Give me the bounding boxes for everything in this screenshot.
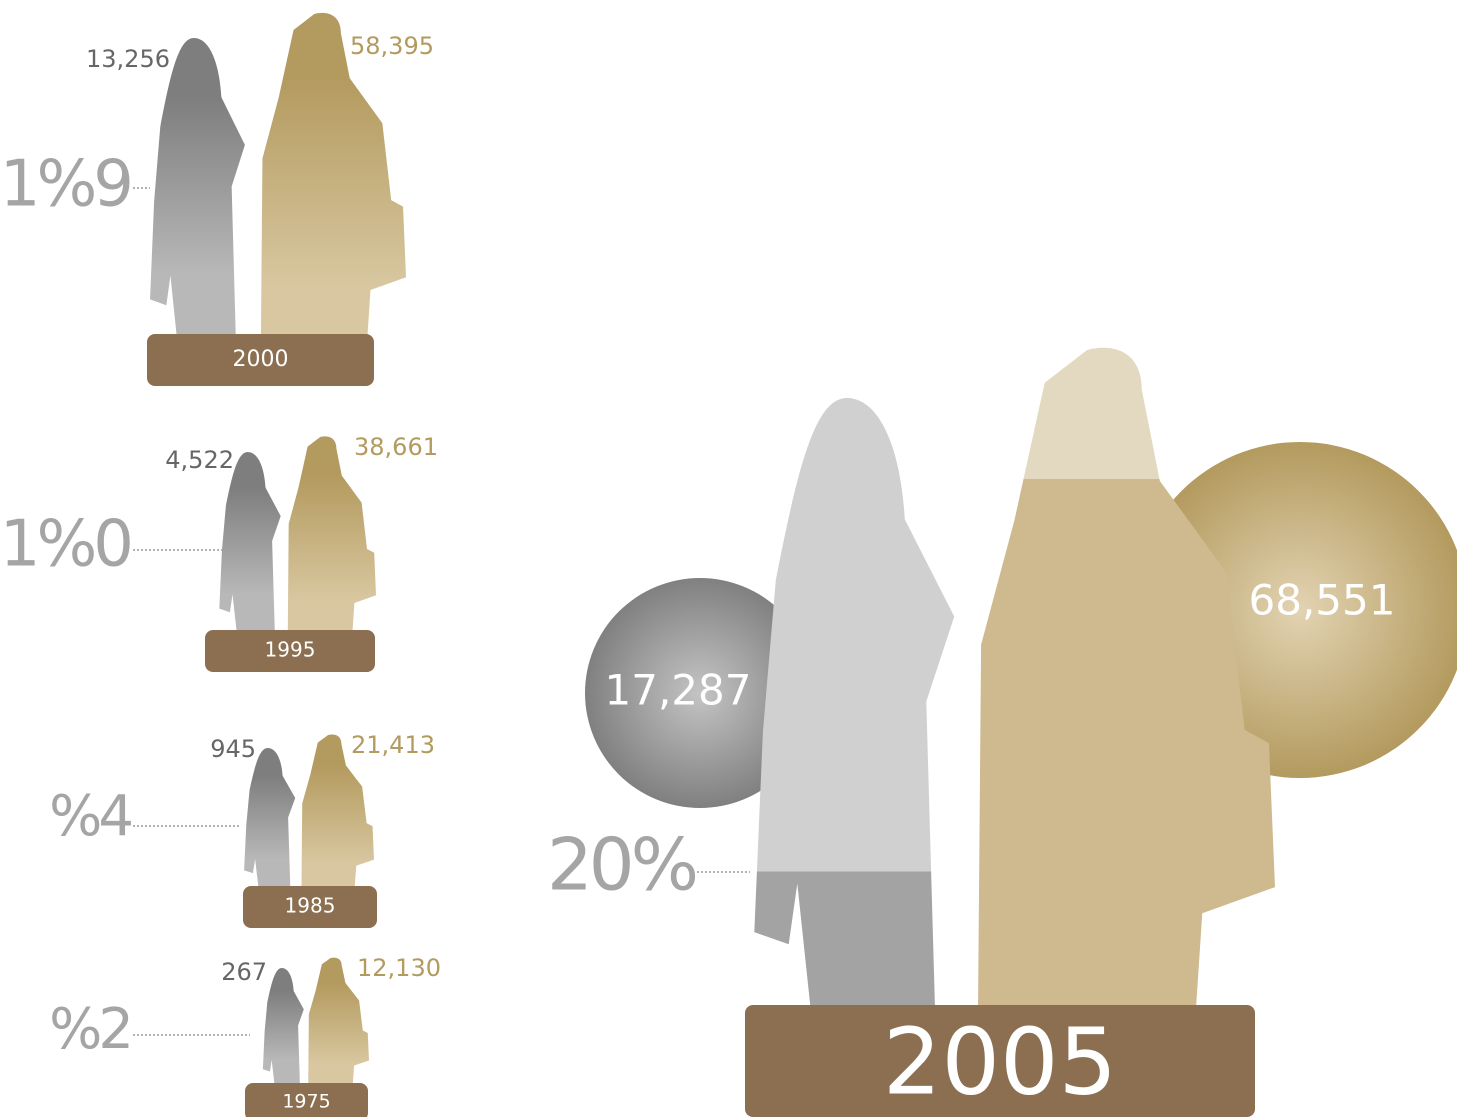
percent: 1%9 bbox=[0, 148, 130, 222]
female-silhouette bbox=[754, 398, 955, 1005]
female-count: 13,256 bbox=[86, 45, 170, 73]
female-count: 17,287 bbox=[605, 666, 752, 715]
female-count: 267 bbox=[221, 958, 267, 986]
percent: 20% bbox=[547, 823, 696, 907]
year-label: 1985 bbox=[285, 894, 336, 918]
female-count: 4,522 bbox=[165, 446, 234, 474]
male-silhouette bbox=[260, 12, 406, 335]
year-base bbox=[243, 886, 377, 928]
year-base bbox=[745, 1005, 1255, 1117]
male-silhouette bbox=[978, 347, 1275, 1005]
male-count: 58,395 bbox=[350, 32, 434, 60]
year-base bbox=[205, 630, 375, 672]
female-bubble bbox=[585, 578, 815, 808]
male-silhouette bbox=[308, 957, 369, 1083]
female-silhouette bbox=[262, 968, 304, 1083]
female-silhouette bbox=[150, 38, 245, 335]
year-label: 1975 bbox=[282, 1091, 330, 1113]
year-label: 2000 bbox=[233, 347, 289, 372]
year-label: 2005 bbox=[883, 1008, 1117, 1115]
male-count: 12,130 bbox=[357, 954, 441, 982]
male-count: 38,661 bbox=[354, 433, 438, 461]
percent: %4 bbox=[49, 784, 131, 849]
male-count: 68,551 bbox=[1249, 576, 1396, 625]
male-count: 21,413 bbox=[351, 731, 435, 759]
male-silhouette bbox=[301, 734, 374, 887]
female-silhouette bbox=[219, 452, 281, 630]
female-count: 945 bbox=[210, 735, 256, 763]
year-base bbox=[147, 334, 374, 386]
percent: %2 bbox=[49, 997, 130, 1062]
year-base bbox=[245, 1083, 368, 1117]
year-label: 1995 bbox=[265, 638, 316, 662]
female-silhouette bbox=[244, 748, 296, 887]
percent: 1%0 bbox=[0, 508, 130, 582]
male-silhouette bbox=[287, 436, 376, 630]
